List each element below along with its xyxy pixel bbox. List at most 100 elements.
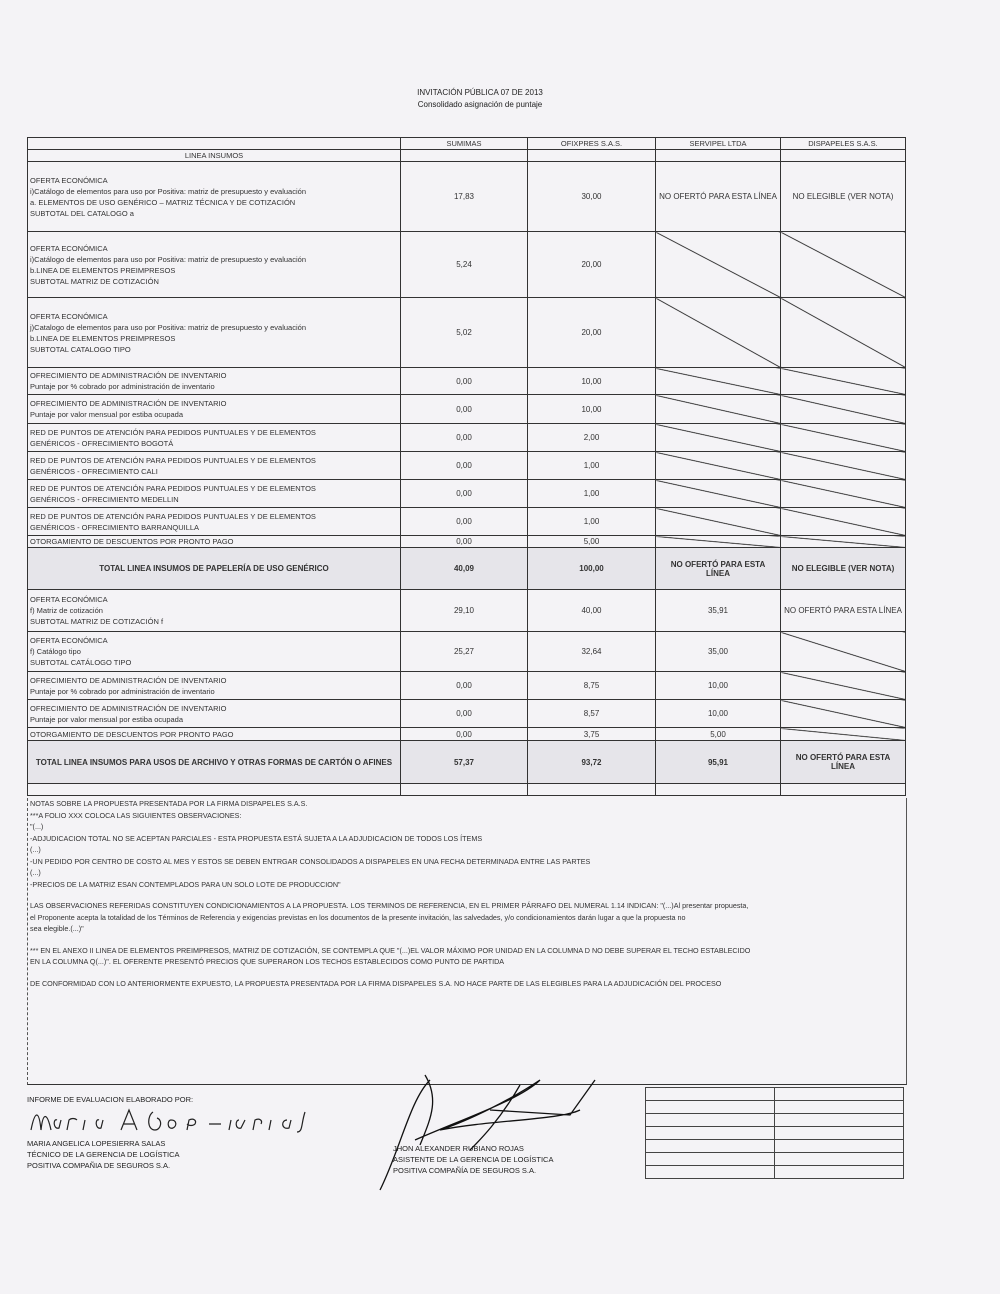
score-cell: 0,00	[400, 394, 528, 424]
table-row: OTORGAMIENTO DE DESCUENTOS POR PRONTO PA…	[27, 727, 906, 741]
criterion-label: OFERTA ECONÓMICA j)Catalogo de elementos …	[27, 297, 401, 368]
total-row: TOTAL LINEA INSUMOS DE PAPELERÍA DE USO …	[27, 547, 906, 590]
empty-cell	[780, 783, 906, 796]
note-line	[28, 935, 906, 945]
score-cell: 1,00	[527, 451, 656, 480]
note-line: ***A FOLIO XXX COLOCA LAS SIGUIENTES OBS…	[30, 810, 242, 820]
not-applicable-cell	[780, 631, 906, 672]
criterion-line: i)Catálogo de elementos para uso por Pos…	[30, 254, 306, 264]
not-applicable-cell	[780, 699, 906, 728]
criterion-line: OFERTA ECONÓMICA	[30, 311, 108, 321]
score-cell: 0,00	[400, 727, 528, 741]
document-subtitle: Consolidado asignación de puntaje	[417, 100, 543, 109]
note-line: NOTAS SOBRE LA PROPUESTA PRESENTADA POR …	[30, 799, 308, 808]
criterion-label: OFRECIMIENTO DE ADMINISTRACIÓN DE INVENT…	[27, 367, 401, 395]
note-line: (...)	[30, 845, 41, 854]
criterion-line: RED DE PUNTOS DE ATENCIÓN PARA PEDIDOS P…	[30, 455, 316, 465]
score-cell: 5,00	[527, 535, 656, 548]
score-cell: 2,00	[527, 423, 656, 452]
empty-cell	[400, 149, 528, 162]
criterion-label: OFRECIMIENTO DE ADMINISTRACIÓN DE INVENT…	[27, 699, 401, 728]
score-cell: 95,91	[655, 740, 781, 784]
score-cell: NO OFERTÓ PARA ESTA LÍNEA	[655, 161, 781, 232]
not-applicable-cell	[780, 231, 906, 298]
criterion-line: GENÉRICOS - OFRECIMIENTO CALI	[30, 466, 158, 476]
criterion-line: OFRECIMIENTO DE ADMINISTRACIÓN DE INVENT…	[30, 399, 227, 408]
not-applicable-cell	[655, 231, 781, 298]
score-cell: NO OFERTÓ PARA ESTA LÍNEA	[780, 740, 906, 784]
score-cell: 35,91	[655, 589, 781, 632]
column-header: SUMIMAS	[400, 137, 528, 150]
criterion-label: OFRECIMIENTO DE ADMINISTRACIÓN DE INVENT…	[27, 671, 401, 700]
score-cell: 5,02	[400, 297, 528, 368]
empty-cell	[780, 149, 906, 162]
criterion-line: OFERTA ECONÓMICA	[30, 636, 108, 645]
score-cell: 8,57	[527, 699, 656, 728]
table-row: OFERTA ECONÓMICA f) Matriz de cotización S…	[27, 589, 906, 632]
criterion-line: SUBTOTAL MATRIZ DE COTIZACIÓN	[30, 276, 159, 286]
criterion-line: Puntaje por % cobrado por administración…	[30, 686, 215, 696]
note-line: -PRECIOS DE LA MATRIZ ESAN CONTEMPLADOS …	[30, 879, 341, 889]
note-line	[28, 890, 906, 900]
criterion-line: OFRECIMIENTO DE ADMINISTRACIÓN DE INVENT…	[30, 703, 227, 713]
criterion-line: Puntaje por % cobrado por administración…	[30, 382, 215, 391]
score-cell: NO OFERTÓ PARA ESTA LÍNEA	[780, 589, 906, 632]
section-label: LINEA INSUMOS	[27, 149, 401, 162]
score-cell: NO ELEGIBLE (VER NOTA)	[780, 547, 906, 590]
empty-cell	[527, 149, 656, 162]
not-applicable-cell	[655, 535, 781, 548]
score-cell: 0,00	[400, 507, 528, 536]
criterion-label: RED DE PUNTOS DE ATENCIÓN PARA PEDIDOS P…	[27, 423, 401, 452]
criterion-line: f) Catálogo tipo	[30, 647, 81, 656]
score-cell: 32,64	[527, 631, 656, 672]
score-cell: 40,00	[527, 589, 656, 632]
criterion-label: OTORGAMIENTO DE DESCUENTOS POR PRONTO PA…	[27, 727, 401, 741]
score-cell: 10,00	[655, 671, 781, 700]
column-header: DISPAPELES S.A.S.	[780, 137, 906, 150]
score-cell: 10,00	[527, 367, 656, 395]
score-cell: NO OFERTÓ PARA ESTA LÍNEA	[655, 547, 781, 590]
signature-right	[379, 1074, 596, 1191]
note-line: sea elegible.(...)"	[30, 924, 84, 933]
table-row: OFRECIMIENTO DE ADMINISTRACIÓN DE INVENT…	[27, 367, 906, 395]
note-line: (...)	[30, 868, 41, 877]
score-cell: 30,00	[527, 161, 656, 232]
score-cell: 20,00	[527, 231, 656, 298]
score-cell: 0,00	[400, 451, 528, 480]
signature-left	[30, 1108, 306, 1133]
criterion-line: OTORGAMIENTO DE DESCUENTOS POR PRONTO PA…	[30, 537, 234, 546]
not-applicable-cell	[780, 367, 906, 395]
score-cell: 0,00	[400, 479, 528, 508]
total-row: TOTAL LINEA INSUMOS PARA USOS DE ARCHIVO…	[27, 740, 906, 784]
right-signer-role: ASISTENTE DE LA GERENCIA DE LOGÍSTICA	[393, 1155, 554, 1164]
criterion-line: OFRECIMIENTO DE ADMINISTRACIÓN DE INVENT…	[30, 371, 227, 380]
notes-section: NOTAS SOBRE LA PROPUESTA PRESENTADA POR …	[27, 798, 907, 1085]
score-cell: 5,00	[655, 727, 781, 741]
criterion-line: TOTAL LINEA INSUMOS PARA USOS DE ARCHIVO…	[35, 757, 393, 767]
score-cell: 0,00	[400, 535, 528, 548]
note-line: EN LA COLUMNA Q(...)". EL OFERENTE PRESE…	[30, 957, 505, 966]
criterion-line: SUBTOTAL CATALOGO TIPO	[30, 344, 131, 354]
score-cell: 8,75	[527, 671, 656, 700]
criterion-line: SUBTOTAL MATRIZ DE COTIZACIÓN f	[30, 617, 164, 626]
table-row: OFRECIMIENTO DE ADMINISTRACIÓN DE INVENT…	[27, 671, 906, 700]
not-applicable-cell	[780, 423, 906, 452]
score-cell: 35,00	[655, 631, 781, 672]
criterion-label: RED DE PUNTOS DE ATENCIÓN PARA PEDIDOS P…	[27, 479, 401, 508]
criterion-line: SUBTOTAL CATÁLOGO TIPO	[30, 658, 132, 667]
score-cell: 93,72	[527, 740, 656, 784]
table-row: OFRECIMIENTO DE ADMINISTRACIÓN DE INVENT…	[27, 699, 906, 728]
criterion-line: GENÉRICOS - OFRECIMIENTO MEDELLIN	[30, 494, 179, 504]
criterion-label: OFRECIMIENTO DE ADMINISTRACIÓN DE INVENT…	[27, 394, 401, 424]
criterion-line: GENÉRICOS - OFRECIMIENTO BARRANQUILLA	[30, 522, 200, 532]
criterion-line: RED DE PUNTOS DE ATENCIÓN PARA PEDIDOS P…	[30, 483, 316, 493]
not-applicable-cell	[655, 367, 781, 395]
column-header: SERVIPEL LTDA	[655, 137, 781, 150]
empty-cell	[655, 783, 781, 796]
score-table: SUMIMAS OFIXPRES S.A.S. SERVIPEL LTDA DI…	[27, 137, 906, 796]
not-applicable-cell	[780, 297, 906, 368]
document-title: INVITACIÓN PÚBLICA 07 DE 2013	[417, 88, 543, 97]
left-signer-name: MARIA ANGELICA LOPESIERRA SALAS	[27, 1139, 166, 1148]
not-applicable-cell	[655, 507, 781, 536]
note-line: DE CONFORMIDAD CON LO ANTERIORMENTE EXPU…	[30, 978, 722, 988]
